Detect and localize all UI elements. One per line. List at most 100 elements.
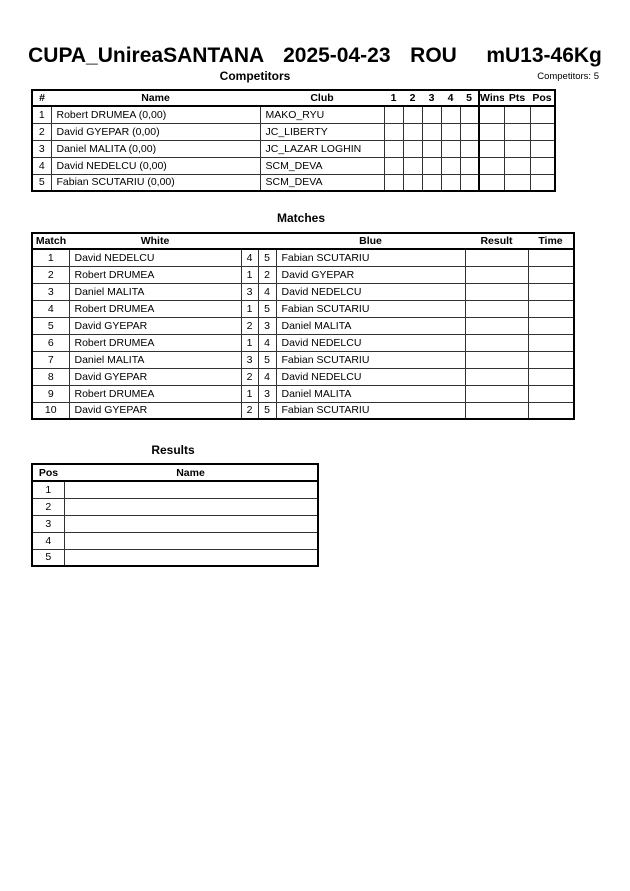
score-cell-4 — [440, 156, 461, 175]
result-position: 5 — [31, 548, 65, 567]
white-number: 2 — [240, 401, 259, 420]
competitor-number: 3 — [31, 139, 52, 158]
blue-competitor: Daniel MALITA — [275, 316, 466, 335]
match-number: 9 — [31, 384, 70, 403]
white-competitor: Robert DRUMEA — [68, 333, 242, 352]
match-number: 8 — [31, 367, 70, 386]
score-cell-5 — [459, 156, 480, 175]
competitor-club: SCM_DEVA — [259, 173, 385, 192]
result-cell — [464, 248, 529, 267]
blue-number: 5 — [257, 350, 277, 369]
wins-cell — [478, 156, 505, 175]
page-title: CUPA_UnireaSANTANA 2025-04-23 ROU mU13-4… — [28, 44, 602, 67]
result-cell — [464, 401, 529, 420]
score-cell-3 — [421, 122, 442, 141]
competitor-name: Robert DRUMEA (0,00) — [50, 105, 261, 124]
match-row: 6 Robert DRUMEA 1 4 David NEDELCU — [31, 333, 575, 352]
competitor-row: 2 David GYEPAR (0,00) JC_LIBERTY — [31, 122, 556, 141]
white-competitor: David GYEPAR — [68, 367, 242, 386]
pos-cell — [529, 105, 556, 124]
competitor-number: 1 — [31, 105, 52, 124]
white-number: 3 — [240, 350, 259, 369]
score-cell-2 — [402, 139, 423, 158]
score-cell-4 — [440, 105, 461, 124]
competitor-number: 2 — [31, 122, 52, 141]
blue-number: 4 — [257, 282, 277, 301]
blue-competitor: Fabian SCUTARIU — [275, 401, 466, 420]
header-name: Name — [51, 90, 260, 107]
competitor-row: 5 Fabian SCUTARIU (0,00) SCM_DEVA — [31, 173, 556, 192]
score-cell-3 — [421, 173, 442, 192]
score-cell-4 — [440, 122, 461, 141]
match-row: 8 David GYEPAR 2 4 David NEDELCU — [31, 367, 575, 386]
result-row: 1 — [31, 480, 319, 499]
match-row: 4 Robert DRUMEA 1 5 Fabian SCUTARIU — [31, 299, 575, 318]
blue-number: 5 — [257, 248, 277, 267]
match-number: 5 — [31, 316, 70, 335]
pts-cell — [503, 173, 531, 192]
result-name — [63, 531, 319, 550]
result-position: 4 — [31, 531, 65, 550]
pos-cell — [529, 156, 556, 175]
white-number: 1 — [240, 299, 259, 318]
competitor-row: 4 David NEDELCU (0,00) SCM_DEVA — [31, 156, 556, 175]
header-result: Result — [465, 233, 528, 250]
result-cell — [464, 384, 529, 403]
time-cell — [527, 350, 575, 369]
score-cell-5 — [459, 105, 480, 124]
time-cell — [527, 401, 575, 420]
result-name — [63, 548, 319, 567]
white-number: 1 — [240, 265, 259, 284]
wins-cell — [478, 139, 505, 158]
match-row: 7 Daniel MALITA 3 5 Fabian SCUTARIU — [31, 350, 575, 369]
white-competitor: David NEDELCU — [68, 248, 242, 267]
header-blue: Blue — [276, 233, 465, 250]
score-cell-3 — [421, 156, 442, 175]
header-pos: Pos — [530, 90, 555, 107]
white-competitor: Robert DRUMEA — [68, 384, 242, 403]
competitor-club: MAKO_RYU — [259, 105, 385, 124]
competitor-number: 5 — [31, 173, 52, 192]
match-row: 3 Daniel MALITA 3 4 David NEDELCU — [31, 282, 575, 301]
score-cell-1 — [383, 173, 404, 192]
competitors-count: Competitors: 5 — [537, 71, 599, 82]
blue-competitor: Daniel MALITA — [275, 384, 466, 403]
header-c1: 1 — [384, 90, 403, 107]
header-white: White — [69, 233, 241, 250]
competitors-header-row: # Name Club 1 2 3 4 5 Wins Pts Pos — [32, 90, 555, 107]
header-match: Match — [32, 233, 69, 250]
competitor-name: David NEDELCU (0,00) — [50, 156, 261, 175]
match-row: 2 Robert DRUMEA 1 2 David GYEPAR — [31, 265, 575, 284]
competitor-row: 3 Daniel MALITA (0,00) JC_LAZAR LOGHIN — [31, 139, 556, 158]
blue-competitor: David GYEPAR — [275, 265, 466, 284]
white-number: 4 — [240, 248, 259, 267]
matches-header-row: Match White Blue Result Time — [32, 233, 574, 250]
competitor-row: 1 Robert DRUMEA (0,00) MAKO_RYU — [31, 105, 556, 124]
header-time: Time — [528, 233, 574, 250]
result-cell — [464, 350, 529, 369]
score-cell-4 — [440, 173, 461, 192]
result-cell — [464, 299, 529, 318]
score-cell-2 — [402, 156, 423, 175]
competitor-club: SCM_DEVA — [259, 156, 385, 175]
blue-number: 4 — [257, 367, 277, 386]
result-row: 5 — [31, 548, 319, 567]
match-number: 6 — [31, 333, 70, 352]
score-cell-1 — [383, 156, 404, 175]
result-row: 3 — [31, 514, 319, 533]
blue-number: 3 — [257, 316, 277, 335]
wins-cell — [478, 105, 505, 124]
white-competitor: David GYEPAR — [68, 401, 242, 420]
header-name: Name — [64, 464, 318, 482]
wins-cell — [478, 122, 505, 141]
match-number: 2 — [31, 265, 70, 284]
white-competitor: Daniel MALITA — [68, 350, 242, 369]
results-header-row: Pos Name — [32, 464, 318, 482]
blue-competitor: David NEDELCU — [275, 282, 466, 301]
competitor-club: JC_LIBERTY — [259, 122, 385, 141]
competitors-table: # Name Club 1 2 3 4 5 Wins Pts Pos 1 Robe… — [31, 89, 556, 192]
result-cell — [464, 367, 529, 386]
match-number: 7 — [31, 350, 70, 369]
score-cell-2 — [402, 122, 423, 141]
